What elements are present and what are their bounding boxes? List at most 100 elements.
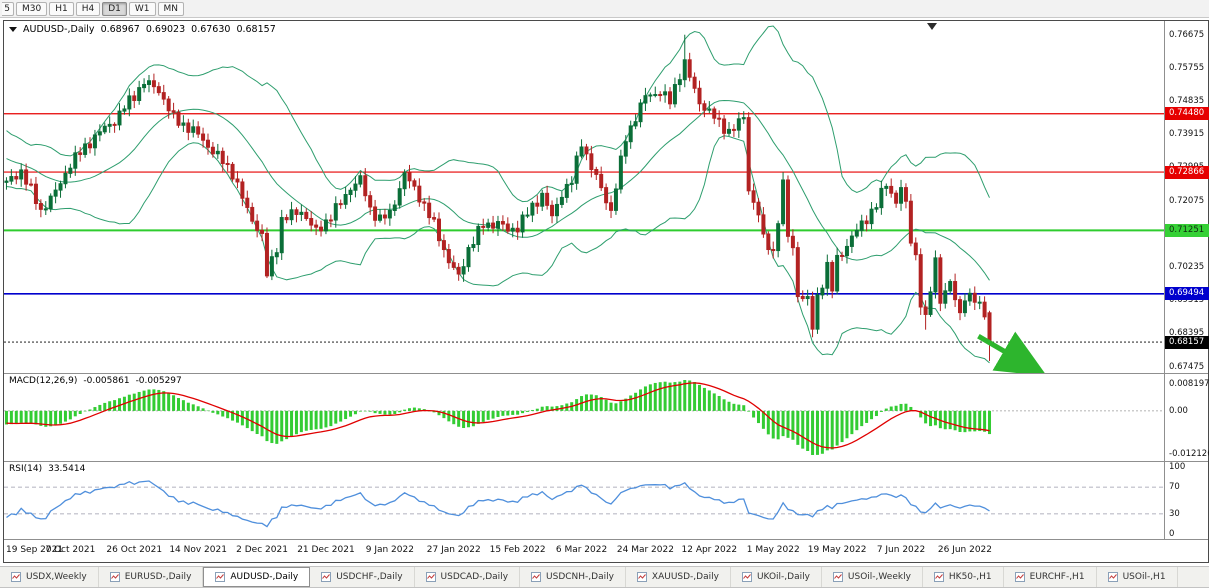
- date-label: 7 Jun 2022: [876, 545, 926, 555]
- tab-chart-icon: [11, 572, 21, 582]
- tab-chart-icon: [832, 572, 843, 582]
- candlestick-series: [4, 34, 992, 362]
- tab-label: USDCHF-,Daily: [336, 572, 403, 582]
- timeframe-button-w1[interactable]: W1: [128, 1, 156, 16]
- macd-name: MACD(12,26,9): [9, 376, 78, 386]
- price-axis-tick: 0.68395: [1169, 328, 1205, 339]
- macd-label: MACD(12,26,9) -0.005861 -0.005297: [9, 376, 182, 386]
- macd-chart: [4, 380, 1164, 455]
- tab-chart-icon: [741, 572, 752, 582]
- tab-label: EURCHF-,H1: [1029, 572, 1085, 582]
- tab-chart-icon: [425, 572, 436, 582]
- tab-chart-icon: [531, 572, 542, 582]
- timeframe-button-mn[interactable]: MN: [157, 1, 184, 16]
- date-label: 7 Oct 2021: [45, 545, 96, 555]
- timeframe-button-d1[interactable]: D1: [102, 1, 127, 16]
- macd-histogram: [4, 380, 992, 455]
- tab-label: USDCAD-,Daily: [440, 572, 509, 582]
- level-price-label[interactable]: 0.71251: [1165, 223, 1209, 237]
- trend-arrow-annotation[interactable]: [977, 331, 1048, 373]
- price-axis-tick: 0.76675: [1169, 29, 1205, 40]
- rsi-axis-tick: 30: [1169, 508, 1180, 519]
- date-label: 26 Oct 2021: [106, 545, 163, 555]
- date-label: 12 Apr 2022: [681, 545, 738, 555]
- macd-signal-value: -0.005297: [135, 376, 182, 386]
- tab-audusd-daily[interactable]: AUDUSD-,Daily: [203, 567, 311, 587]
- tab-xauusd-daily[interactable]: XAUUSD-,Daily: [626, 567, 731, 587]
- price-axis-tick: 0.67475: [1169, 361, 1205, 372]
- price-axis-tick: 0.75755: [1169, 62, 1205, 73]
- date-label: 14 Nov 2021: [169, 545, 227, 555]
- tab-eurusd-daily[interactable]: EURUSD-,Daily: [99, 567, 204, 587]
- timeframe-button-5[interactable]: 5: [2, 1, 14, 16]
- high-price: 0.69023: [145, 24, 186, 35]
- macd-axis-tick: 0.00: [1169, 405, 1188, 416]
- date-label: 27 Jan 2022: [426, 545, 481, 555]
- tab-usdcnh-daily[interactable]: USDCNH-,Daily: [520, 567, 626, 587]
- tab-label: USDCNH-,Daily: [546, 572, 614, 582]
- candlestick-chart[interactable]: [4, 21, 1164, 373]
- tab-usdx-weekly[interactable]: USDX,Weekly: [0, 567, 99, 587]
- tab-ukoil-daily[interactable]: UKOil-,Daily: [731, 567, 822, 587]
- rsi-chart: [4, 480, 1164, 528]
- price-axis-tick: 0.72075: [1169, 195, 1205, 206]
- level-price-label[interactable]: 0.72866: [1165, 165, 1209, 179]
- tab-chart-icon: [1014, 572, 1025, 582]
- chart-shift-marker[interactable]: [927, 23, 937, 30]
- tab-label: USDX,Weekly: [26, 572, 87, 582]
- symbol-dropdown-icon[interactable]: [9, 27, 17, 32]
- symbol-label: AUDUSD-,Daily: [23, 24, 95, 35]
- date-label: 19 May 2022: [807, 545, 867, 555]
- date-label: 26 Jun 2022: [937, 545, 992, 555]
- tab-label: UKOil-,Daily: [756, 572, 810, 582]
- tab-usdchf-daily[interactable]: USDCHF-,Daily: [310, 567, 415, 587]
- price-axis-tick: 0.73915: [1169, 129, 1205, 140]
- date-axis[interactable]: 19 Sep 2021 7 Oct 2021 26 Oct 2021 14 Nov 2…: [4, 540, 1208, 562]
- date-label: 9 Jan 2022: [365, 545, 414, 555]
- chart-header: AUDUSD-,Daily 0.68967 0.69023 0.67630 0.…: [9, 24, 276, 35]
- tab-eurchf-h1[interactable]: EURCHF-,H1: [1004, 567, 1097, 587]
- level-price-label[interactable]: 0.69494: [1165, 287, 1209, 301]
- tab-usoil-weekly[interactable]: USOil-,Weekly: [822, 567, 923, 587]
- date-label: 24 Mar 2022: [616, 545, 674, 555]
- level-price-label[interactable]: 0.74480: [1165, 107, 1209, 121]
- timeframe-button-h4[interactable]: H4: [75, 1, 101, 16]
- tab-chart-icon: [1107, 572, 1118, 582]
- rsi-axis-tick: 0: [1169, 529, 1175, 539]
- tab-hk50-h1[interactable]: HK50-,H1: [923, 567, 1004, 587]
- current-price-label: 0.68157: [1165, 335, 1209, 349]
- date-label: 21 Dec 2021: [297, 545, 355, 555]
- rsi-panel[interactable]: 100 70 30 0 RSI(14) 33.5414: [4, 462, 1208, 540]
- date-label: 15 Feb 2022: [489, 545, 546, 555]
- tab-label: XAUUSD-,Daily: [651, 572, 719, 582]
- tab-label: HK50-,H1: [948, 572, 992, 582]
- price-chart-panel[interactable]: 0.766750.757550.748350.739150.729950.720…: [4, 21, 1209, 374]
- macd-panel[interactable]: 0.008197 0.00 -0.012126 MACD(12,26,9) -0.0…: [4, 374, 1209, 462]
- low-price: 0.67630: [191, 24, 231, 35]
- price-axis[interactable]: 0.766750.757550.748350.739150.729950.720…: [1164, 21, 1209, 373]
- rsi-name: RSI(14): [9, 464, 43, 474]
- price-axis-tick: 0.70235: [1169, 262, 1205, 273]
- macd-axis[interactable]: 0.008197 0.00 -0.012126: [1164, 374, 1209, 461]
- open-price: 0.68967: [100, 24, 140, 35]
- bollinger-upper-band: [6, 25, 990, 203]
- macd-axis-tick: -0.012126: [1169, 449, 1209, 459]
- tab-chart-icon: [321, 572, 332, 582]
- price-axis-tick: 0.74835: [1169, 95, 1205, 106]
- date-label: 19 Sep 2021: [6, 545, 64, 555]
- rsi-label: RSI(14) 33.5414: [9, 464, 85, 474]
- rsi-line: [6, 480, 990, 528]
- tab-usdcad-daily[interactable]: USDCAD-,Daily: [415, 567, 521, 587]
- timeframe-button-m30[interactable]: M30: [16, 1, 48, 16]
- rsi-axis-tick: 100: [1169, 462, 1186, 472]
- rsi-axis[interactable]: 100 70 30 0: [1164, 462, 1208, 539]
- tab-label: USOil-,Weekly: [847, 572, 911, 582]
- timeframe-button-h1[interactable]: H1: [49, 1, 74, 16]
- date-label: 1 May 2022: [746, 545, 800, 555]
- tab-chart-icon: [215, 572, 226, 582]
- date-label: 6 Mar 2022: [555, 545, 608, 555]
- macd-signal-line: [6, 382, 990, 449]
- tab-usoil-h1[interactable]: USOil-,H1: [1097, 567, 1178, 587]
- rsi-value: 33.5414: [48, 464, 86, 474]
- rsi-axis-tick: 70: [1169, 482, 1180, 493]
